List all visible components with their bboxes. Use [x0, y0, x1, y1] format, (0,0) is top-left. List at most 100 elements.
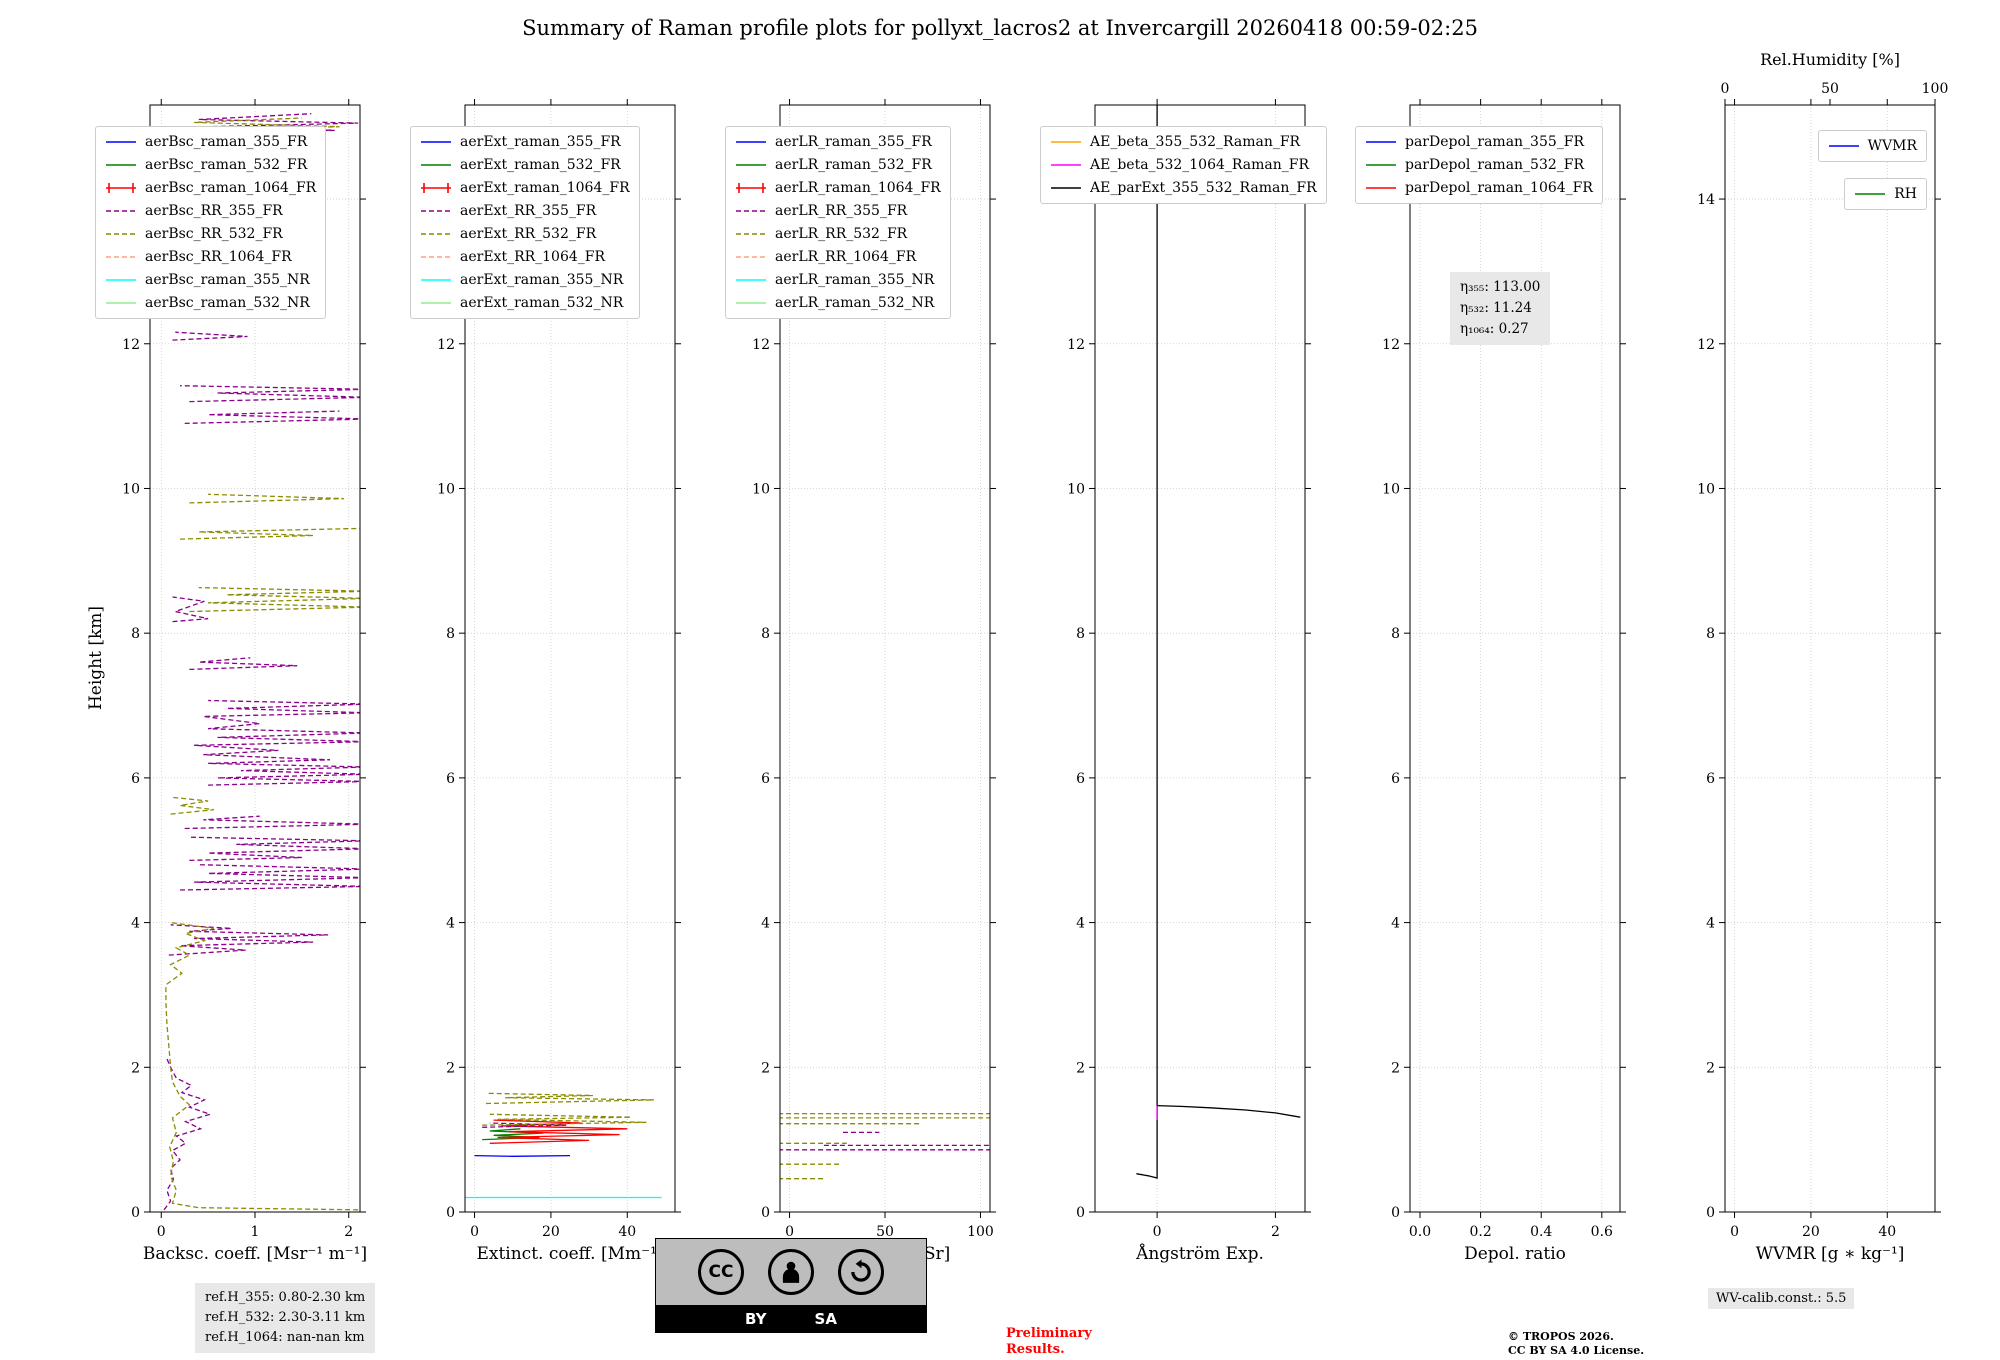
legend-entry: aerExt_raman_355_NR [420, 270, 630, 290]
legend-line-swatch [421, 302, 451, 304]
share-alike-arrow-icon [838, 1249, 884, 1295]
x-tick-label: 20 [1802, 1224, 1820, 1240]
legend-label: aerLR_raman_532_FR [775, 157, 932, 173]
legend-entry: aerLR_raman_355_NR [735, 270, 941, 290]
legend-entry: aerExt_RR_355_FR [420, 201, 630, 221]
eta-532-value: η₅₃₂: 11.24 [1460, 300, 1532, 316]
aerBsc_RR_355_FR-line [184, 815, 360, 830]
legend-label: aerLR_RR_1064_FR [775, 249, 917, 265]
legend-line-swatch [421, 183, 451, 193]
y-tick-label: 8 [761, 626, 770, 642]
legend-label: aerLR_raman_355_FR [775, 134, 932, 150]
legend-label: RH [1894, 186, 1917, 202]
x-axis-label-angstrom: Ångström Exp. [1136, 1244, 1264, 1264]
panel-frame [1409, 104, 1621, 1213]
legend-line-swatch [421, 141, 451, 143]
y-tick-label: 12 [1697, 337, 1715, 353]
aerBsc_RR_355_FR-line [168, 924, 329, 956]
legend-line-swatch [106, 279, 136, 281]
legend-line-swatch [1051, 187, 1081, 189]
y-tick-label: 4 [1391, 916, 1400, 932]
y-tick-label: 6 [1076, 771, 1085, 787]
panel-frame [1094, 104, 1306, 1213]
legend-entry: aerExt_raman_532_NR [420, 293, 630, 313]
preliminary-results-note: Preliminary Results. [1006, 1326, 1092, 1357]
aerExt_raman_355_FR-line [474, 1154, 571, 1157]
y-tick-label: 2 [131, 1060, 140, 1076]
aerBsc_RR_355_FR-line [194, 113, 359, 135]
x-axis-label-extinction: Extinct. coeff. [Mm⁻¹] [476, 1244, 664, 1264]
y-tick-label: 14 [1697, 192, 1715, 208]
legend-label: AE_beta_355_532_Raman_FR [1090, 134, 1301, 150]
legend-entry: aerLR_raman_532_FR [735, 155, 941, 175]
x-tick-label: 0.0 [1409, 1224, 1431, 1240]
legend-label: parDepol_raman_355_FR [1405, 134, 1585, 150]
x-tick-label: 2 [344, 1224, 353, 1240]
panel-frame [1724, 104, 1936, 1213]
legend-line-swatch [421, 164, 451, 166]
legend-entry: RH [1854, 184, 1917, 204]
aerBsc_RR_532_FR-line [179, 527, 360, 540]
legend-line-swatch [736, 256, 766, 258]
aerExt_raman_532_FR-line [482, 1128, 544, 1141]
x-tick-label: 0.4 [1530, 1224, 1552, 1240]
legend-label: aerExt_raman_532_NR [460, 295, 624, 311]
legend-label: aerExt_RR_1064_FR [460, 249, 606, 265]
y-tick-label: 4 [761, 916, 770, 932]
legend-entry: aerBsc_raman_355_NR [105, 270, 316, 290]
y-tick-label: 4 [131, 916, 140, 932]
legend-label: aerExt_raman_1064_FR [460, 180, 630, 196]
figure-title: Summary of Raman profile plots for polly… [522, 16, 1478, 40]
y-tick-label: 2 [1076, 1060, 1085, 1076]
aerBsc_RR_355_FR-line [189, 836, 360, 862]
cc-icons: CC [656, 1239, 926, 1305]
y-tick-label: 10 [1697, 481, 1715, 497]
x-tick-label: 40 [618, 1224, 636, 1240]
x-axis-label-backscatter: Backsc. coeff. [Msr⁻¹ m⁻¹] [142, 1244, 368, 1264]
legend-label: aerLR_RR_532_FR [775, 226, 908, 242]
legend-entry: aerLR_raman_355_FR [735, 132, 941, 152]
y-tick-label: 10 [1067, 481, 1085, 497]
legend-entry: aerBsc_raman_532_FR [105, 155, 316, 175]
y-tick-label: 10 [437, 481, 455, 497]
top-tick-label: 50 [1821, 81, 1839, 97]
legend-label: aerBsc_raman_355_NR [145, 272, 310, 288]
panel-frame [464, 104, 676, 1213]
angstrom-panel: 0202468101214 [1067, 99, 1311, 1240]
legend-entry: aerExt_RR_532_FR [420, 224, 630, 244]
x-axis-label-wvmr: WVMR [g ∗ kg⁻¹] [1755, 1244, 1905, 1264]
aerBsc_RR_355_FR-line [179, 385, 360, 403]
legend-line-swatch [421, 210, 451, 212]
aerBsc_RR_532_FR-line [189, 493, 345, 504]
aerBsc_RR_355_FR-line [172, 596, 209, 623]
x-tick-label: 0.6 [1591, 1224, 1613, 1240]
top-axis-label-rel-humidity: Rel.Humidity [%] [1760, 50, 1900, 69]
y-tick-label: 6 [446, 771, 455, 787]
x-tick-label: 0 [157, 1224, 166, 1240]
legend-entry: parDepol_raman_532_FR [1365, 155, 1593, 175]
legend-label: aerBsc_RR_532_FR [145, 226, 283, 242]
legend-line-swatch [736, 233, 766, 235]
y-tick-label: 12 [122, 337, 140, 353]
y-tick-label: 2 [446, 1060, 455, 1076]
x-tick-label: 50 [876, 1224, 894, 1240]
legend-label: AE_parExt_355_532_Raman_FR [1090, 180, 1317, 196]
x-tick-label: 0 [785, 1224, 794, 1240]
x-tick-label: 0.2 [1469, 1224, 1491, 1240]
y-tick-label: 0 [131, 1205, 140, 1221]
legend-entry: aerLR_RR_532_FR [735, 224, 941, 244]
legend-label: parDepol_raman_1064_FR [1405, 180, 1593, 196]
legend: aerExt_raman_355_FR aerExt_raman_532_FR ae… [410, 126, 640, 319]
legend-line-swatch [421, 256, 451, 258]
legend-line-swatch [1051, 164, 1081, 166]
legend-label: aerExt_raman_355_NR [460, 272, 624, 288]
legend-label: AE_beta_532_1064_Raman_FR [1090, 157, 1310, 173]
legend-label: aerBsc_raman_532_FR [145, 157, 308, 173]
legend-label: aerLR_raman_1064_FR [775, 180, 941, 196]
legend-label: aerBsc_raman_532_NR [145, 295, 310, 311]
aerBsc_RR_532_FR-line [170, 796, 214, 815]
y-tick-label: 6 [131, 771, 140, 787]
y-tick-label: 12 [752, 337, 770, 353]
x-tick-label: 1 [251, 1224, 260, 1240]
cc-by-label: BY [745, 1309, 767, 1328]
